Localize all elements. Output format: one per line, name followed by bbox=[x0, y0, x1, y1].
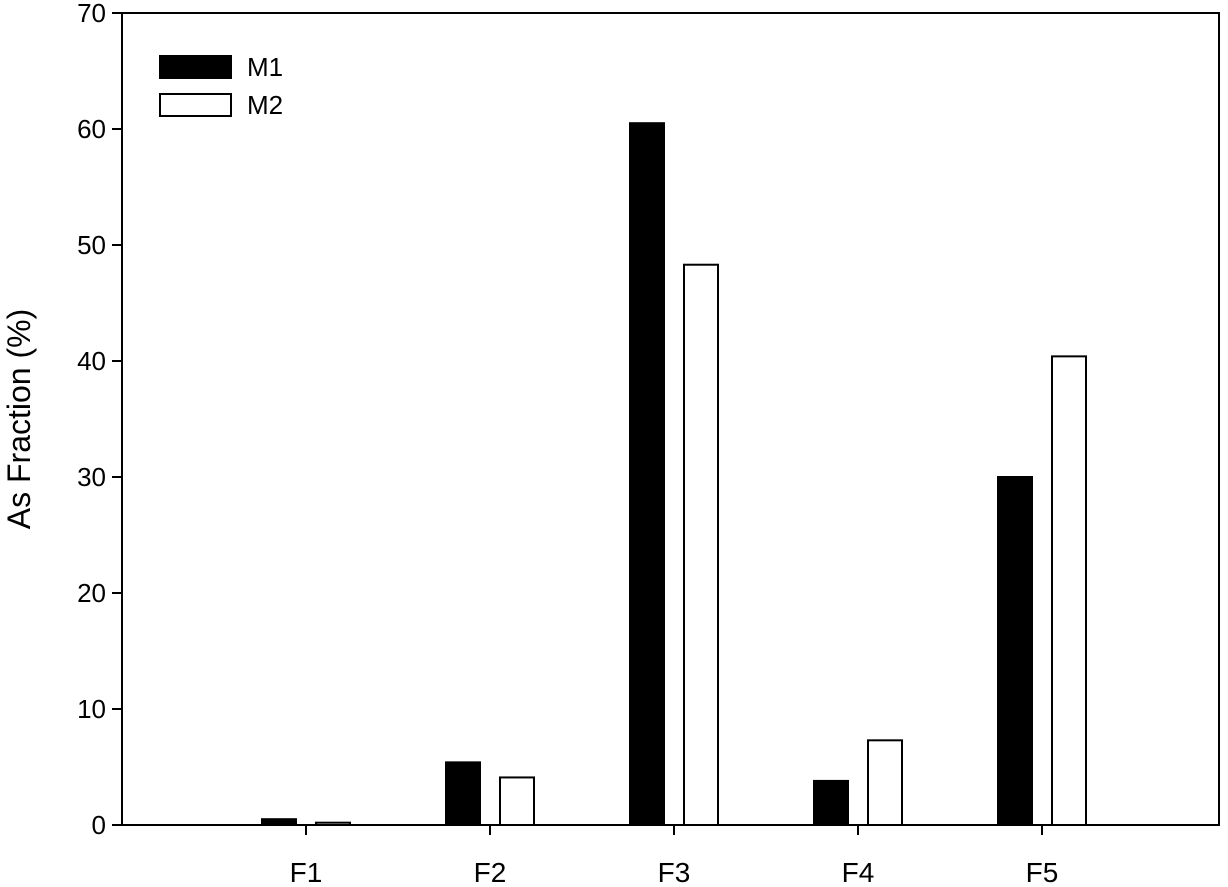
legend-swatch-m1 bbox=[159, 55, 232, 79]
legend-label-m1: M1 bbox=[247, 52, 283, 82]
plot-frame bbox=[121, 12, 1220, 826]
bar-m1-f5 bbox=[997, 476, 1033, 826]
y-tick-label: 50 bbox=[77, 230, 106, 260]
bar-m2-f3 bbox=[683, 263, 719, 827]
x-tick-label: F2 bbox=[474, 857, 507, 887]
y-tick-label: 30 bbox=[77, 462, 106, 492]
legend-label-m2: M2 bbox=[247, 90, 283, 120]
bar-m2-f4 bbox=[867, 739, 903, 827]
bars-layer bbox=[261, 122, 1087, 827]
y-axis: 0 10 20 30 40 50 60 70 bbox=[77, 0, 122, 840]
y-tick-label: 20 bbox=[77, 578, 106, 608]
y-tick-label: 70 bbox=[77, 0, 106, 28]
x-tick-label: F1 bbox=[290, 857, 323, 887]
y-axis-title: As Fraction (%) bbox=[1, 309, 37, 529]
y-tick-label: 40 bbox=[77, 346, 106, 376]
y-tick-label: 60 bbox=[77, 114, 106, 144]
bar-m1-f4 bbox=[813, 779, 849, 826]
y-tick-label: 10 bbox=[77, 694, 106, 724]
x-tick-label: F3 bbox=[658, 857, 691, 887]
x-tick-label: F5 bbox=[1026, 857, 1059, 887]
x-axis: F1 F2 F3 F4 F5 bbox=[290, 825, 1059, 887]
x-tick-label: F4 bbox=[842, 857, 875, 887]
legend-swatch-m2 bbox=[159, 93, 232, 117]
bar-m2-f5 bbox=[1051, 355, 1087, 826]
y-tick-label: 0 bbox=[92, 810, 106, 840]
bar-m2-f2 bbox=[499, 776, 535, 827]
bar-m1-f3 bbox=[629, 122, 665, 826]
bar-m1-f2 bbox=[445, 761, 481, 826]
